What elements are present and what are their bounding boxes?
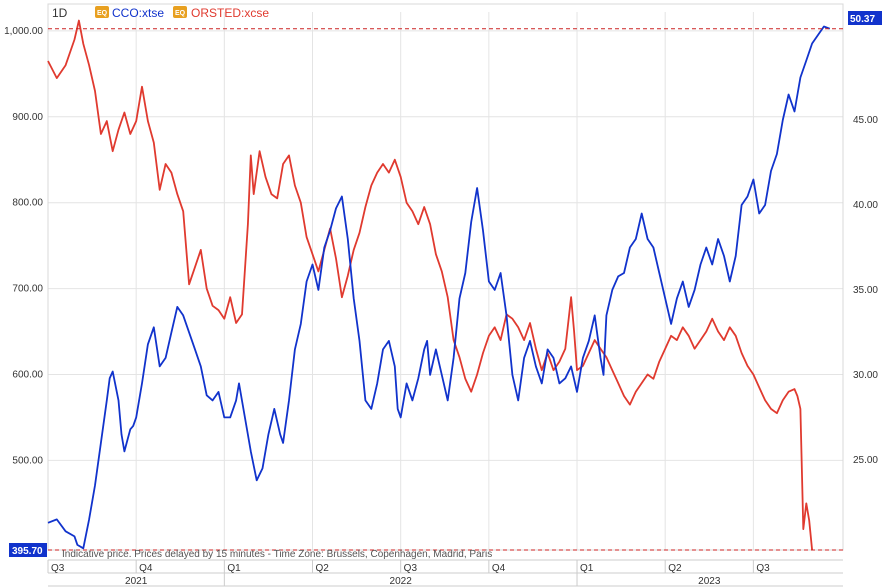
interval-label[interactable]: 1D [52, 6, 68, 20]
series-line-orsted[interactable] [47, 19, 813, 551]
svg-text:50.37: 50.37 [850, 14, 875, 25]
x-quarter-label: Q1 [227, 563, 241, 574]
left-tick-label: 700.00 [12, 284, 43, 295]
grid [47, 3, 844, 551]
series-layer [47, 19, 831, 551]
right-axis-ticks: 25.00 30.00 35.00 40.00 45.00 [853, 115, 878, 466]
right-tick-label: 30.00 [853, 370, 878, 381]
legend-item-cco[interactable]: CCO:xtse [112, 6, 164, 20]
x-quarter-label: Q2 [316, 563, 330, 574]
legend: 1D EQ CCO:xtse EQ ORSTED:xcse [52, 6, 269, 20]
x-quarter-label: Q3 [404, 563, 418, 574]
x-year-label: 2021 [125, 576, 148, 587]
x-quarter-label: Q1 [580, 563, 594, 574]
x-quarter-label: Q2 [668, 563, 682, 574]
left-axis-ticks: 500.00 600.00 700.00 800.00 900.00 1,000.00 [4, 26, 43, 467]
x-quarter-label: Q3 [756, 563, 770, 574]
right-tick-label: 40.00 [853, 200, 878, 211]
left-current-value-tag: 395.70 [9, 543, 47, 557]
right-tick-label: 25.00 [853, 455, 878, 466]
right-current-value-tag: 50.37 [848, 11, 882, 25]
x-axis: Q3 Q4 Q1 Q2 Q3 Q4 Q1 Q2 Q3 2021 2022 2023 [47, 559, 843, 587]
right-tick-label: 45.00 [853, 115, 878, 126]
x-year-label: 2022 [390, 576, 413, 587]
x-quarter-label: Q3 [51, 563, 65, 574]
legend-badge-icon [173, 6, 187, 18]
svg-text:395.70: 395.70 [12, 546, 43, 557]
footnote: Indicative price. Prices delayed by 15 m… [62, 549, 492, 560]
series-line-cco[interactable] [47, 25, 831, 550]
legend-badge-icon: EQ [97, 10, 108, 17]
right-tick-label: 35.00 [853, 285, 878, 296]
left-tick-label: 800.00 [12, 198, 43, 209]
legend-item-orsted[interactable]: ORSTED:xcse [191, 6, 269, 20]
left-tick-label: 600.00 [12, 369, 43, 380]
x-year-label: 2023 [698, 576, 721, 587]
left-tick-label: 500.00 [12, 455, 43, 466]
x-quarter-label: Q4 [139, 563, 153, 574]
legend-badge-icon: EQ [175, 10, 186, 17]
left-tick-label: 900.00 [12, 112, 43, 123]
left-tick-label: 1,000.00 [4, 26, 43, 37]
legend-badge-icon [95, 6, 109, 18]
plot-frame [47, 3, 844, 551]
x-quarter-label: Q4 [492, 563, 506, 574]
